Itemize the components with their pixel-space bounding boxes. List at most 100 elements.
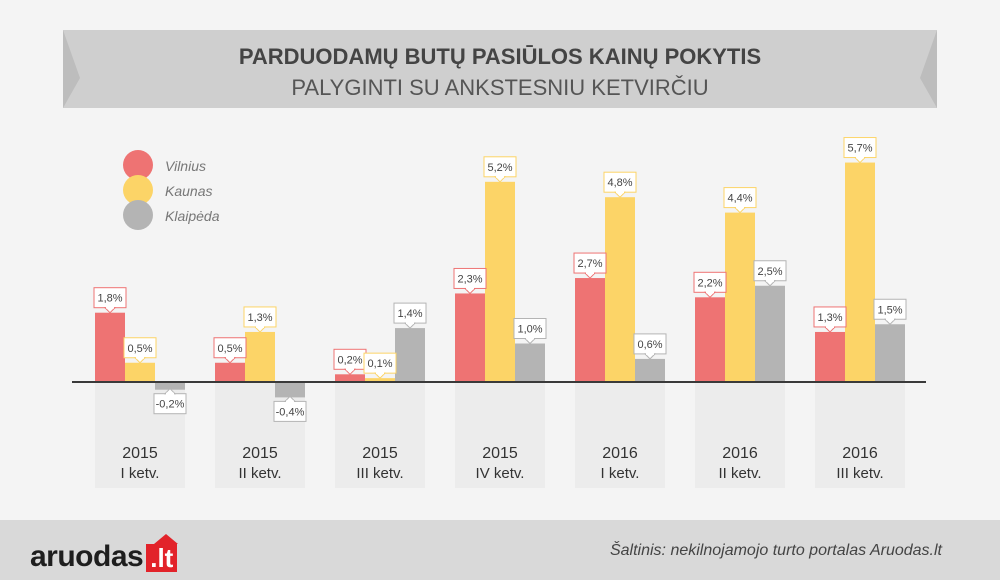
category-year-label: 2015 <box>122 445 158 462</box>
data-label-pointer-mask <box>646 352 654 355</box>
data-label-text: 0,5% <box>127 343 152 355</box>
bar-vilnius <box>455 293 485 382</box>
bar-klaipeda <box>155 382 185 390</box>
category-bg <box>695 382 785 488</box>
data-label-text: 0,6% <box>637 339 662 351</box>
category-quarter-label: IV ketv. <box>476 465 525 482</box>
data-label-text: 0,2% <box>337 354 362 366</box>
data-label-pointer-mask <box>526 337 534 340</box>
data-label-klaipeda: -0,4% <box>273 395 307 422</box>
data-label-text: -0,2% <box>156 399 185 411</box>
data-label-kaunas: 4,4% <box>723 187 757 214</box>
data-label-klaipeda: 1,4% <box>393 302 427 329</box>
data-label-text: 1,4% <box>397 308 422 320</box>
data-label-klaipeda: 2,5% <box>753 260 787 287</box>
data-label-kaunas: 5,7% <box>843 137 877 164</box>
data-label-pointer-mask <box>106 306 114 309</box>
category-quarter-label: I ketv. <box>601 465 640 482</box>
category-year-label: 2015 <box>362 445 398 462</box>
data-label-pointer-mask <box>286 400 294 403</box>
category-quarter-label: I ketv. <box>121 465 160 482</box>
bar-kaunas <box>245 331 275 382</box>
title-banner: PARDUODAMŲ BUTŲ PASIŪLOS KAINŲ POKYTIS P… <box>63 30 937 108</box>
bar-vilnius <box>815 331 845 382</box>
data-label-text: 1,5% <box>877 304 902 316</box>
legend-swatch-vilnius <box>123 150 153 180</box>
legend: Vilnius Kaunas Klaipėda <box>123 150 220 230</box>
data-label-text: 1,0% <box>517 324 542 336</box>
data-label-kaunas: 0,1% <box>363 352 397 379</box>
bar-kaunas <box>365 378 395 382</box>
data-label-text: 5,7% <box>847 143 872 155</box>
data-label-vilnius: 1,8% <box>93 287 127 314</box>
data-label-vilnius: 2,7% <box>573 252 607 279</box>
data-label-vilnius: 2,2% <box>693 271 727 299</box>
category-year-label: 2016 <box>842 445 878 462</box>
category-bg <box>335 382 425 488</box>
data-label-text: 2,5% <box>757 266 782 278</box>
data-label-pointer-mask <box>376 372 384 375</box>
data-label-text: 5,2% <box>487 162 512 174</box>
data-label-pointer-mask <box>466 287 474 290</box>
bar-kaunas <box>485 181 515 382</box>
bar-kaunas <box>725 212 755 382</box>
legend-label-kaunas: Kaunas <box>165 183 212 199</box>
data-label-pointer-mask <box>766 279 774 282</box>
bar-klaipeda <box>395 328 425 382</box>
data-label-text: 1,3% <box>817 312 842 324</box>
source-note: Šaltinis: nekilnojamojo turto portalas A… <box>609 542 942 559</box>
data-label-vilnius: 2,3% <box>453 267 487 295</box>
data-label-kaunas: 0,5% <box>123 337 157 364</box>
logo-text: aruodas <box>30 540 144 573</box>
data-label-klaipeda: 1,5% <box>873 298 907 325</box>
aruodas-logo[interactable]: aruodas .lt <box>30 532 179 573</box>
category-quarter-label: III ketv. <box>356 465 403 482</box>
data-label-pointer-mask <box>136 356 144 359</box>
category-year-label: 2016 <box>602 445 638 462</box>
category-bg <box>455 382 545 488</box>
category-year-label: 2016 <box>722 445 758 462</box>
bars <box>95 162 905 398</box>
footer: aruodas .lt Šaltinis: nekilnojamojo turt… <box>0 520 1000 580</box>
logo-badge-text: .lt <box>146 544 178 572</box>
data-label-pointer-mask <box>346 368 354 371</box>
data-label-pointer-mask <box>586 272 594 275</box>
data-label-klaipeda: -0,2% <box>153 387 187 415</box>
bar-klaipeda <box>275 382 305 398</box>
data-label-text: 2,3% <box>457 273 482 285</box>
bar-klaipeda <box>755 285 785 382</box>
data-label-kaunas: 4,8% <box>603 171 637 198</box>
data-label-klaipeda: 0,6% <box>633 333 667 360</box>
data-label-vilnius: 0,2% <box>333 348 367 376</box>
chart-subtitle: PALYGINTI SU ANKSTESNIU KETVIRČIU <box>291 75 708 100</box>
data-label-pointer-mask <box>496 175 504 178</box>
banner-body <box>63 30 937 108</box>
bar-klaipeda <box>875 324 905 382</box>
data-label-klaipeda: 1,0% <box>513 318 547 345</box>
data-label-pointer-mask <box>856 156 864 159</box>
category-labels: 2015 I ketv. 2015 II ketv. 2015 III ketv. 2015… <box>121 445 884 482</box>
data-label-pointer-mask <box>706 291 714 294</box>
bar-klaipeda <box>515 343 545 382</box>
data-label-pointer-mask <box>256 325 264 328</box>
bar-vilnius <box>695 297 725 382</box>
data-label-pointer-mask <box>166 392 174 395</box>
legend-swatch-kaunas <box>123 175 153 205</box>
data-label-pointer-mask <box>736 206 744 209</box>
bar-vilnius <box>335 374 365 382</box>
chart-title: PARDUODAMŲ BUTŲ PASIŪLOS KAINŲ POKYTIS <box>239 44 761 69</box>
data-label-vilnius: 0,5% <box>213 337 247 364</box>
data-label-vilnius: 1,3% <box>813 306 847 333</box>
data-label-kaunas: 1,3% <box>243 306 277 333</box>
category-bg <box>575 382 665 488</box>
data-label-text: 4,4% <box>727 193 752 205</box>
data-labels: 1,8% 0,5% -0,2% 0,5% 1,3% -0,4% 0,2% 0,1% 1,4% 2,… <box>93 137 907 422</box>
bar-vilnius <box>575 278 605 382</box>
data-label-text: 1,8% <box>97 293 122 305</box>
legend-swatch-klaipeda <box>123 200 153 230</box>
data-label-text: 0,1% <box>367 358 392 370</box>
legend-label-klaipeda: Klaipėda <box>165 208 220 224</box>
category-year-label: 2015 <box>482 445 518 462</box>
bar-kaunas <box>125 362 155 382</box>
bar-klaipeda <box>635 358 665 382</box>
